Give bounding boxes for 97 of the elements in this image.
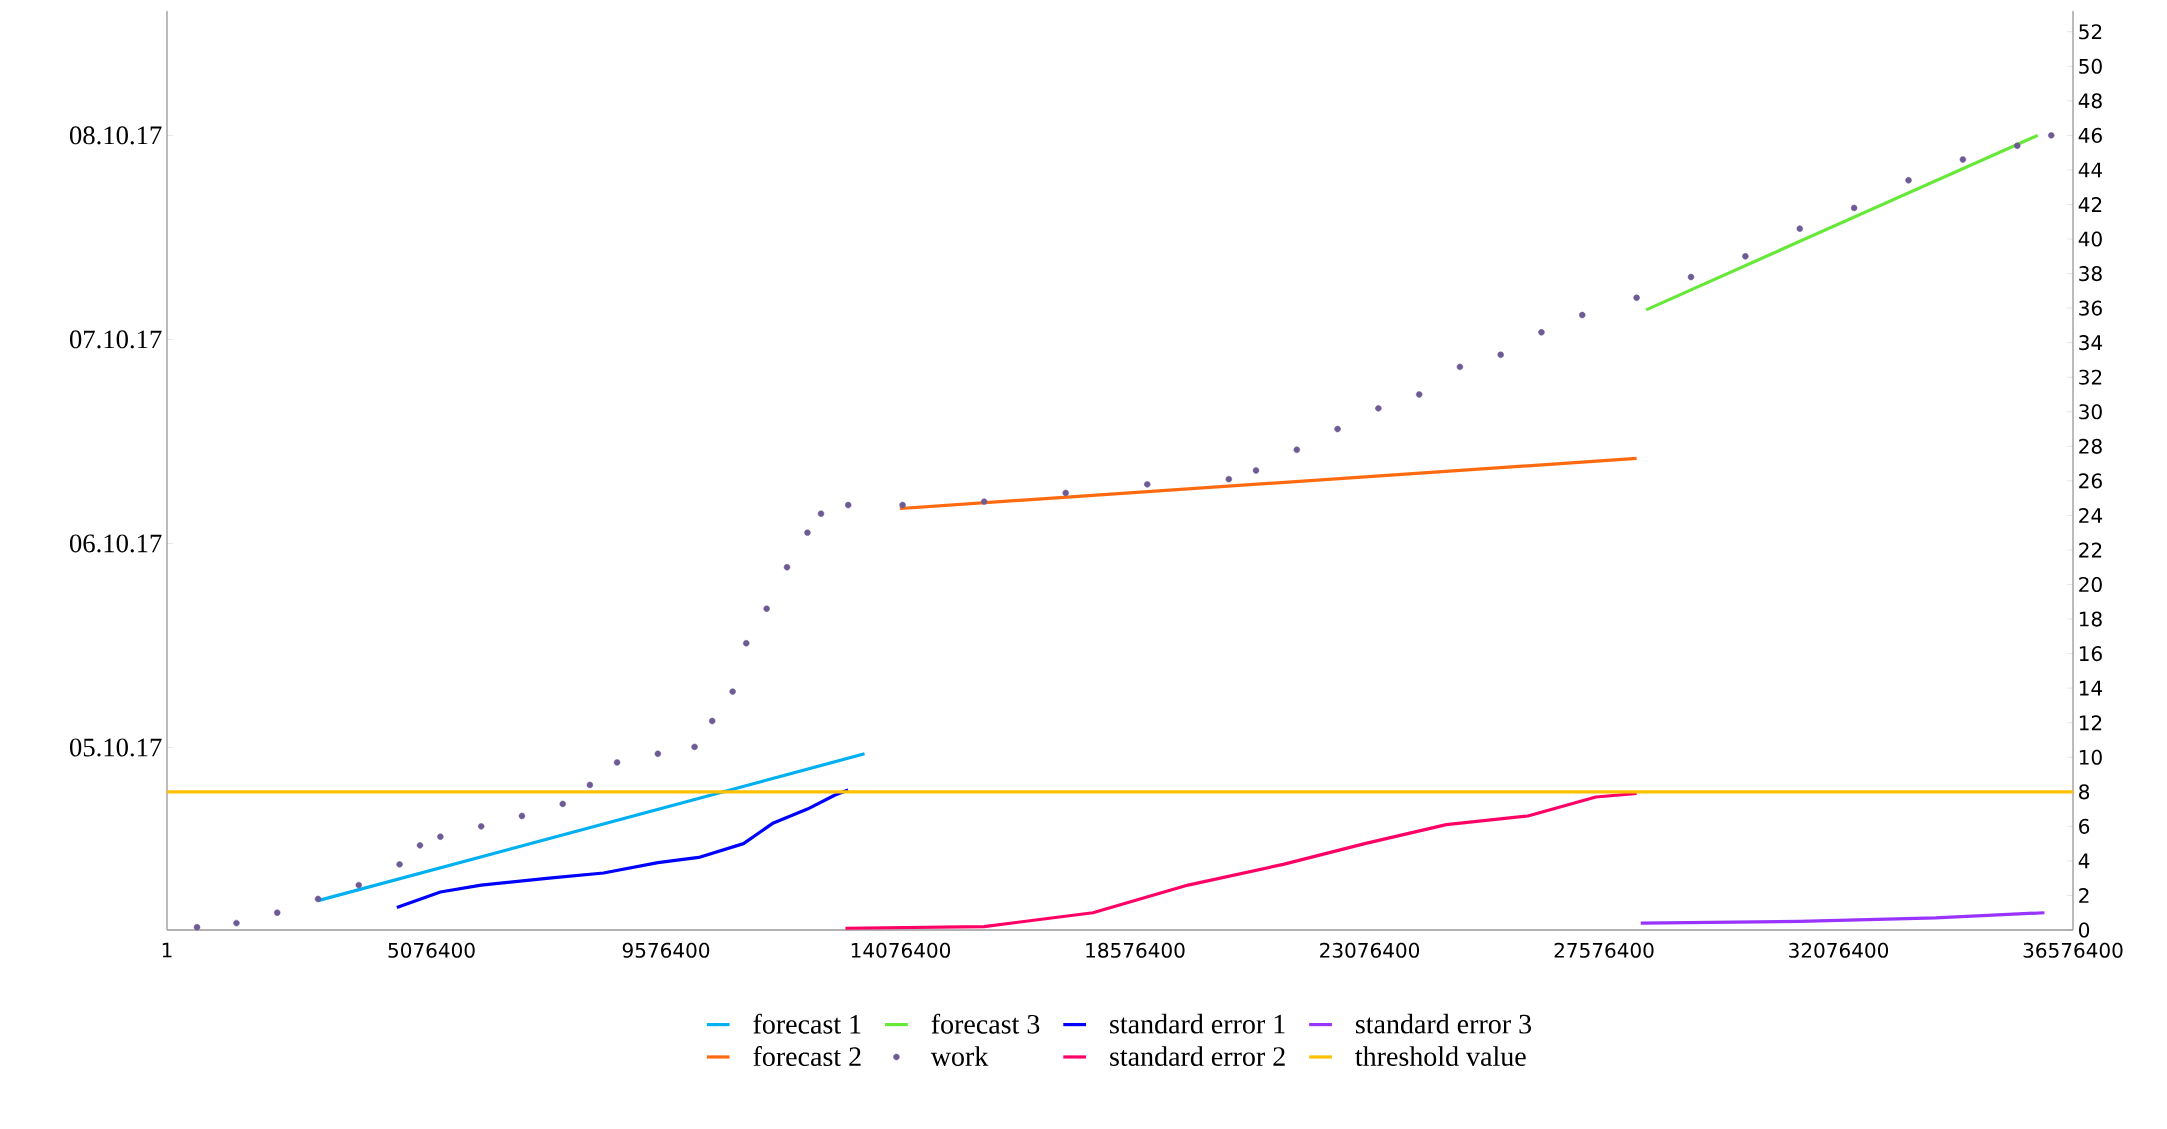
y-tick-label: 22: [2079, 542, 2102, 558]
y2-tick-label: 06.10.17: [69, 534, 162, 553]
point: [314, 895, 322, 903]
legend-label: work: [930, 1046, 989, 1066]
point: [1850, 204, 1858, 212]
point: [1742, 253, 1749, 260]
point: [691, 743, 698, 751]
legend-label: threshold value: [1355, 1046, 1526, 1066]
y-tick-label: 34: [2079, 335, 2103, 351]
point: [817, 510, 825, 517]
point: [899, 501, 906, 509]
point: [396, 861, 403, 868]
y-tick-label: 20: [2079, 576, 2102, 593]
line-series: [843, 791, 1639, 930]
point: [1538, 329, 1545, 336]
y-tick-label: 30: [2079, 404, 2102, 420]
point: [437, 833, 444, 840]
point: [613, 759, 621, 766]
legend-label: standard error 1: [1110, 1013, 1285, 1034]
point: [477, 823, 485, 830]
y2-tick-label: 05.10.17: [69, 738, 162, 757]
y-tick-label: 12: [2079, 715, 2102, 731]
point: [1144, 481, 1151, 488]
point: [1905, 177, 1912, 184]
y2-tick-label: 07.10.17: [69, 330, 162, 349]
y-tick-label: 26: [2079, 473, 2102, 489]
x-tick-label: 23076400: [1320, 942, 1420, 958]
y-tick-label: 0: [2079, 922, 2090, 938]
y-tick-label: 36: [2079, 300, 2102, 316]
point: [586, 781, 594, 789]
point: [1062, 489, 1069, 497]
y-tick-label: 42: [2078, 197, 2102, 212]
x-tick-label: 9576400: [622, 942, 710, 958]
x-tick-label: 14076400: [851, 942, 951, 958]
line-series: [395, 788, 850, 910]
point: [1959, 156, 1967, 163]
point: [1293, 446, 1301, 453]
point: [1252, 467, 1260, 474]
x-tick-label: 36576400: [2023, 942, 2123, 958]
y-tick-label: 28: [2079, 438, 2102, 454]
y-tick-label: 18: [2079, 611, 2102, 627]
y-tick-label: 10: [2079, 749, 2102, 765]
point: [1579, 311, 1586, 319]
x-tick-label: 1: [162, 942, 172, 958]
y-tick-label: 2: [2079, 888, 2089, 903]
point: [804, 529, 811, 536]
point: [518, 812, 526, 820]
y-tick-label: 6: [2079, 818, 2090, 834]
point: [1687, 273, 1695, 281]
point: [743, 640, 750, 647]
point: [416, 842, 424, 849]
point: [2048, 132, 2055, 139]
y-tick-label: 44: [2078, 162, 2103, 178]
point: [1334, 425, 1341, 433]
point: [2014, 142, 2021, 149]
y-tick-label: 16: [2079, 646, 2102, 662]
y-tick-label: 52: [2079, 24, 2102, 40]
point: [233, 919, 240, 927]
point: [1375, 405, 1382, 412]
point: [1796, 225, 1803, 232]
x-tick-label: 5076400: [388, 942, 475, 958]
point: [709, 717, 716, 725]
legend-label: forecast 1: [753, 1013, 861, 1034]
y-tick-label: 32: [2079, 369, 2102, 385]
point: [355, 881, 362, 889]
point: [1633, 294, 1640, 301]
point: [1497, 351, 1504, 358]
point: [980, 498, 988, 505]
y2-tick-label: 08.10.17: [69, 126, 162, 145]
point: [844, 501, 852, 509]
y-tick-label: 8: [2079, 784, 2090, 800]
legend-label: forecast 3: [931, 1013, 1040, 1034]
x-tick-label: 32076400: [1789, 942, 1889, 958]
y-tick-label: 24: [2079, 507, 2103, 523]
legend-label: standard error 3: [1356, 1013, 1532, 1034]
legend-label: standard error 2: [1110, 1046, 1285, 1066]
point: [1225, 475, 1233, 483]
point: [193, 924, 201, 931]
legend-label: forecast 2: [753, 1046, 861, 1067]
point: [274, 909, 281, 916]
x-tick-label: 27576400: [1554, 942, 1654, 958]
y-tick-label: 50: [2079, 58, 2102, 74]
point: [654, 750, 662, 758]
y-tick-label: 4: [2078, 853, 2090, 869]
point: [783, 564, 791, 571]
x-tick-label: 18576400: [1086, 942, 1185, 958]
y-tick-label: 48: [2078, 93, 2102, 109]
y-tick-label: 46: [2078, 127, 2102, 143]
point: [559, 800, 566, 808]
point: [729, 688, 736, 695]
y-tick-label: 40: [2078, 231, 2102, 247]
y-tick-label: 38: [2079, 266, 2102, 282]
point: [1415, 391, 1423, 398]
point: [1456, 363, 1464, 371]
point: [763, 605, 770, 612]
y-tick-label: 14: [2079, 680, 2103, 696]
line-series: [1639, 911, 2047, 925]
